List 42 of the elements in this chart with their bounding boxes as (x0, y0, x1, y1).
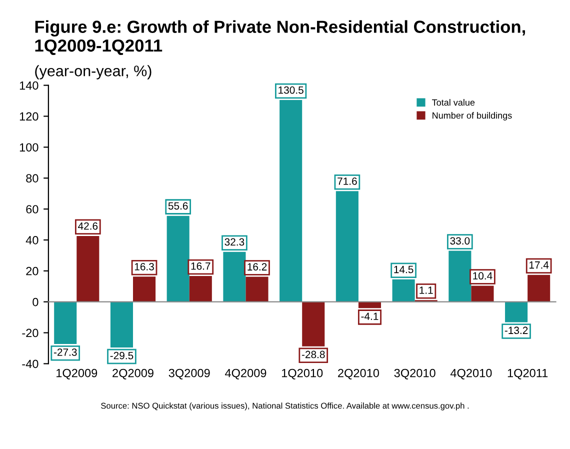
y-tick-label: 100 (20, 143, 38, 152)
text: 16.7 (191, 262, 210, 270)
x-tick-label: 2Q2009 (112, 368, 154, 380)
y-tick-label: 120 (20, 112, 38, 121)
x-tick-label: 1Q2009 (56, 368, 98, 380)
text: -4.1 (361, 312, 378, 320)
chart-title: Figure 9.e: Growth of Private Non-Residential Construction, 1Q2009-1Q2011 (35, 20, 525, 55)
text: -29.5 (110, 352, 134, 360)
text: -28.8 (302, 350, 325, 358)
text: 16.3 (134, 263, 154, 270)
chart-subtitle: (year-on-year, %) (35, 65, 152, 80)
y-tick-label: 0 (32, 298, 38, 306)
x-tick-label: 2Q2010 (338, 368, 380, 380)
text: -27.3 (54, 348, 77, 356)
text: 33.0 (450, 237, 470, 245)
x-tick-label: 3Q2009 (168, 368, 210, 380)
x-tick-label: 3Q2010 (394, 368, 436, 380)
x-tick-label: 4Q2010 (450, 368, 492, 380)
y-tick-label: 60 (26, 205, 38, 214)
text: 42.6 (78, 222, 98, 230)
y-tick-label: -20 (22, 328, 38, 338)
text: 55.6 (168, 202, 188, 210)
text: 17.4 (530, 261, 549, 269)
text: 32.3 (224, 238, 244, 246)
text: 1.1 (420, 286, 433, 294)
text: 14.5 (394, 266, 414, 274)
y-tick-label: 140 (20, 81, 38, 90)
legend-label: Number of buildings (432, 112, 512, 120)
text: 130.5 (278, 86, 304, 94)
y-tick-label: 40 (26, 236, 38, 244)
text: 71.6 (338, 177, 357, 185)
text: 16.2 (248, 263, 267, 271)
x-tick-label: 4Q2009 (225, 368, 266, 380)
x-tick-label: 1Q2011 (508, 368, 548, 380)
source-note: Source: NSO Quickstat (various issues), National Statistics Office. Available at www.census.gov.ph . (101, 402, 469, 410)
text: -13.2 (504, 326, 528, 334)
y-tick-label: 80 (26, 174, 38, 182)
x-tick-label: 1Q2010 (282, 368, 323, 380)
y-tick-label: 20 (26, 266, 38, 276)
legend-label: Total value (432, 99, 475, 106)
text: 10.4 (473, 272, 492, 280)
y-tick-label: -40 (22, 360, 38, 368)
